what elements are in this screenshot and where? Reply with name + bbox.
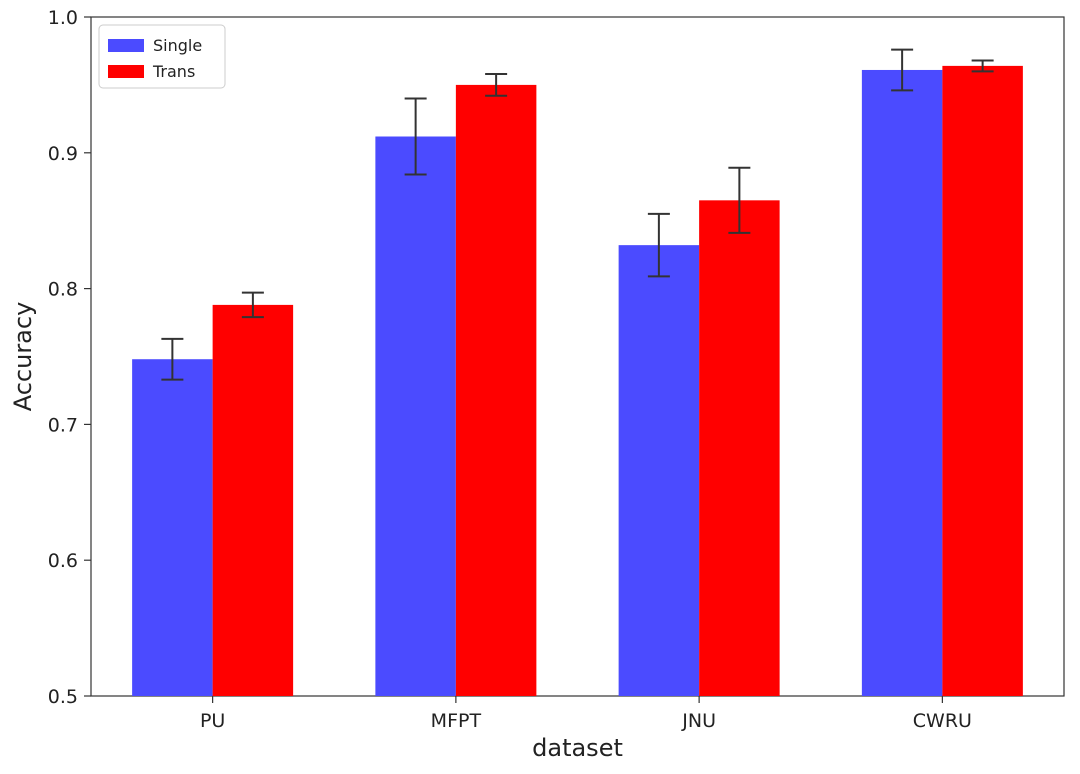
y-tick-label: 1.0 [48, 7, 78, 29]
x-tick-label: MFPT [431, 710, 482, 732]
legend-swatch-trans [108, 65, 144, 78]
bar-single-pu [132, 359, 213, 696]
y-tick-label: 0.9 [48, 143, 78, 165]
legend-swatch-single [108, 39, 144, 52]
y-tick-label: 0.7 [48, 414, 78, 436]
bar-trans-jnu [699, 200, 780, 696]
x-tick-label: JNU [681, 710, 716, 732]
y-tick-label: 0.5 [48, 686, 78, 708]
bar-trans-pu [212, 304, 294, 696]
bar-single-jnu [618, 245, 700, 697]
x-axis-title: dataset [532, 734, 623, 762]
bar-single-mfpt [375, 136, 456, 696]
x-tick-label: PU [200, 710, 225, 732]
y-axis-title: Accuracy [9, 302, 37, 412]
bar-trans-cwru [942, 65, 1023, 696]
bar-single-cwru [861, 69, 943, 697]
y-tick-label: 0.6 [48, 550, 78, 572]
plot-frame [90, 16, 1065, 697]
legend-label-trans: Trans [152, 62, 195, 81]
bar-trans-mfpt [455, 84, 537, 696]
legend-label-single: Single [153, 36, 202, 55]
x-tick-label: CWRU [913, 710, 972, 732]
y-tick-label: 0.8 [48, 279, 78, 301]
